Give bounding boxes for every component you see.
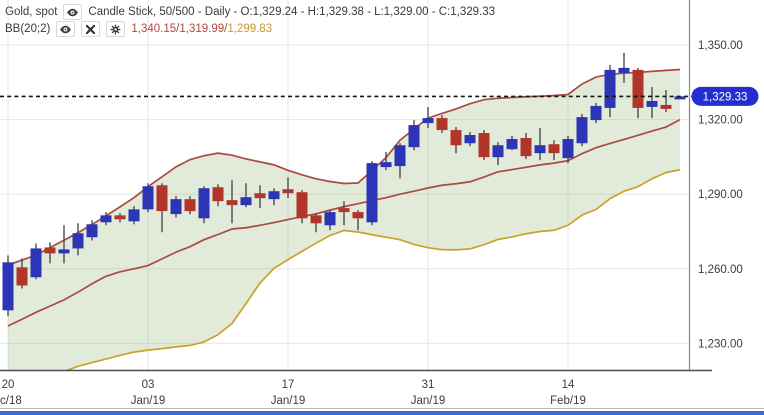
candle-body bbox=[632, 69, 644, 108]
candle-body bbox=[142, 186, 154, 210]
candle-body bbox=[618, 67, 630, 73]
candle-body bbox=[296, 192, 308, 219]
time-tick-day: 31 bbox=[422, 379, 435, 391]
price-axis[interactable]: 1,350.00 1,320.00 1,290.00 1,260.00 1,230.00 bbox=[698, 40, 743, 350]
indicator-settings-button[interactable] bbox=[106, 21, 126, 37]
gear-icon bbox=[111, 24, 121, 34]
candle-body bbox=[492, 145, 504, 158]
candle-body bbox=[478, 133, 490, 158]
close-icon bbox=[86, 24, 96, 34]
candle-body bbox=[366, 163, 378, 223]
time-tick-day: 14 bbox=[562, 379, 575, 391]
horizontal-scrollbar[interactable] bbox=[0, 411, 764, 415]
axis-separator-line bbox=[0, 408, 764, 409]
chart-legend-indicator: BB(20;2) bbox=[5, 21, 272, 37]
candle-body bbox=[30, 248, 42, 278]
candle-body bbox=[394, 145, 406, 167]
candle-body bbox=[44, 247, 56, 254]
indicator-visibility-toggle-button[interactable] bbox=[56, 21, 76, 37]
candle-body bbox=[254, 193, 266, 199]
candles bbox=[2, 52, 686, 317]
candle-body bbox=[464, 135, 476, 144]
price-tick-label: 1,260.00 bbox=[698, 264, 743, 276]
candle-body bbox=[310, 215, 322, 224]
time-tick-day: 20 bbox=[2, 379, 15, 391]
candle-body bbox=[100, 215, 112, 223]
candle-body bbox=[422, 118, 434, 124]
candle-body bbox=[58, 249, 70, 254]
eye-icon bbox=[67, 8, 79, 16]
candle-body bbox=[674, 96, 686, 100]
candle-body bbox=[548, 144, 560, 154]
indicator-name: BB(20;2) bbox=[5, 23, 51, 35]
candle-body bbox=[128, 209, 140, 222]
visibility-toggle-button[interactable] bbox=[63, 4, 83, 20]
candle-body bbox=[212, 187, 224, 202]
candle-body bbox=[576, 117, 588, 144]
candle-body bbox=[16, 267, 28, 286]
candle-body bbox=[2, 262, 14, 311]
bb-lower-line bbox=[65, 168, 681, 370]
candle-body bbox=[170, 199, 182, 215]
svg-text:1,329.33: 1,329.33 bbox=[703, 91, 748, 103]
candle-body bbox=[72, 233, 84, 249]
instrument-name[interactable]: Gold, spot bbox=[5, 6, 58, 18]
candle-body bbox=[380, 162, 392, 168]
candle-body bbox=[282, 189, 294, 194]
candle-body bbox=[324, 212, 336, 226]
candle-body bbox=[408, 125, 420, 148]
candle-body bbox=[86, 224, 98, 238]
candle-body bbox=[604, 69, 616, 108]
price-tick-label: 1,290.00 bbox=[698, 189, 743, 201]
bb-upper-line bbox=[7, 68, 681, 266]
candle-body bbox=[534, 145, 546, 154]
candle-body bbox=[198, 188, 210, 219]
current-price-badge: 1,329.33 bbox=[691, 86, 759, 106]
candle-body bbox=[156, 185, 168, 212]
candle-body bbox=[450, 130, 462, 146]
candle-body bbox=[646, 100, 658, 107]
time-tick-day: 03 bbox=[142, 379, 155, 391]
time-tick-day: 17 bbox=[282, 379, 295, 391]
candle-body bbox=[338, 208, 350, 213]
indicator-remove-button[interactable] bbox=[81, 21, 101, 37]
candle-body bbox=[562, 138, 574, 159]
time-tick-month: Jan/19 bbox=[411, 395, 446, 407]
chart-legend-main: Gold, spot Candle Stick, 50/500 - Daily … bbox=[5, 4, 495, 20]
candle-body bbox=[226, 200, 238, 206]
candle-body bbox=[520, 138, 532, 157]
eye-icon bbox=[60, 25, 72, 33]
price-tick-label: 1,320.00 bbox=[698, 115, 743, 127]
candle-body bbox=[352, 212, 364, 219]
candle-body bbox=[114, 215, 126, 220]
price-tick-label: 1,350.00 bbox=[698, 40, 743, 52]
series-info: Candle Stick, 50/500 - Daily - O:1,329.2… bbox=[88, 6, 495, 18]
indicator-values: 1,340.15/1,319.99/1,299.83 bbox=[131, 23, 273, 35]
time-axis[interactable]: 20 c/18 03 Jan/19 17 Jan/19 31 Jan/19 14 Feb/19 bbox=[0, 379, 586, 407]
time-tick-month: Feb/19 bbox=[550, 395, 586, 407]
grid bbox=[0, 0, 689, 370]
time-tick-month: Jan/19 bbox=[271, 395, 306, 407]
candle-body bbox=[184, 199, 196, 212]
candle-body bbox=[240, 197, 252, 206]
time-tick-month: Jan/19 bbox=[131, 395, 166, 407]
time-tick-month: c/18 bbox=[0, 395, 22, 407]
candle-body bbox=[506, 138, 518, 150]
candle-body bbox=[268, 191, 280, 200]
candle-body bbox=[660, 104, 672, 109]
candle-body bbox=[590, 105, 602, 121]
price-tick-label: 1,230.00 bbox=[698, 338, 743, 350]
candle-body bbox=[436, 118, 448, 131]
